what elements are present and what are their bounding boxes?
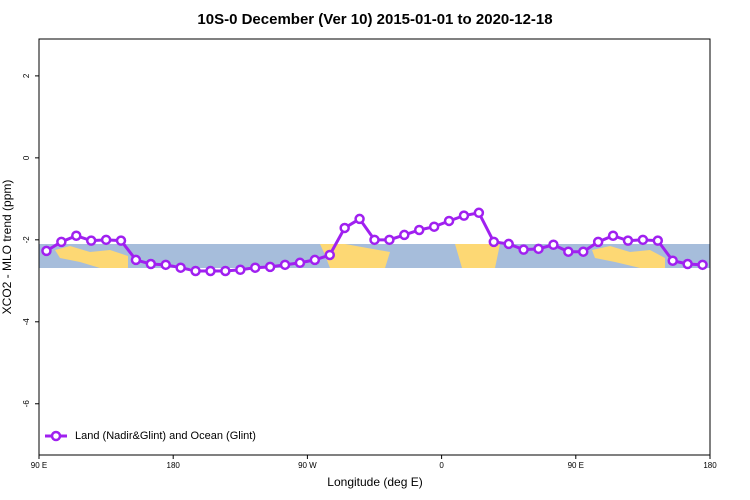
land (592, 246, 665, 268)
point (100, 234, 112, 246)
point (563, 246, 574, 257)
legend-marker (50, 430, 62, 442)
point (384, 234, 395, 246)
y-tick-label: 2 (22, 73, 31, 78)
point (354, 213, 365, 225)
point (56, 236, 67, 248)
point (85, 235, 97, 246)
point (220, 265, 231, 277)
point (473, 207, 485, 219)
point (205, 265, 216, 277)
point (637, 234, 649, 246)
point (697, 259, 708, 271)
point (667, 255, 678, 266)
point (175, 262, 186, 273)
map-strip (39, 244, 710, 268)
plot-frame (38, 38, 711, 456)
legend-label: Land (Nadir&Glint) and Ocean (Glint) (75, 430, 256, 442)
point (160, 259, 171, 271)
point (652, 235, 664, 246)
point (130, 254, 142, 266)
point (71, 230, 82, 241)
land (455, 244, 500, 268)
point (294, 257, 306, 269)
point (235, 264, 246, 275)
point (548, 239, 559, 250)
y-tick-label: -4 (22, 318, 31, 326)
y-axis-label: XCO2 - MLO trend (ppm) (0, 180, 14, 315)
point (339, 222, 350, 234)
point (279, 259, 291, 271)
land (320, 244, 390, 268)
point (622, 235, 634, 246)
point (533, 243, 544, 255)
y-tick-label: 0 (22, 155, 31, 160)
y-tick-label: -2 (22, 236, 31, 244)
point (503, 238, 514, 250)
point (682, 258, 693, 270)
point (41, 245, 52, 257)
x-tick-label: 0 (439, 461, 444, 470)
point (369, 234, 380, 246)
x-axis-label: Longitude (deg E) (327, 475, 422, 489)
point (115, 235, 127, 246)
point (607, 230, 619, 241)
point (518, 244, 529, 255)
point (578, 246, 589, 257)
y-tick-label: -6 (22, 400, 31, 408)
x-tick-label: 180 (167, 461, 181, 470)
point (249, 262, 261, 273)
point (428, 221, 440, 232)
point (399, 229, 410, 241)
point (592, 236, 604, 248)
point (145, 258, 157, 270)
x-tick-label: 90 E (568, 461, 584, 470)
point (309, 254, 321, 266)
point (443, 215, 455, 227)
point (324, 249, 336, 261)
land (55, 246, 128, 268)
chart-title: 10S-0 December (Ver 10) 2015-01-01 to 20… (197, 11, 552, 28)
point (413, 224, 425, 236)
point (488, 236, 500, 248)
x-tick-label: 180 (703, 461, 717, 470)
point (458, 210, 470, 221)
point (190, 265, 201, 277)
point (264, 261, 276, 273)
x-tick-label: 90 E (31, 461, 47, 470)
x-tick-label: 90 W (298, 461, 317, 470)
